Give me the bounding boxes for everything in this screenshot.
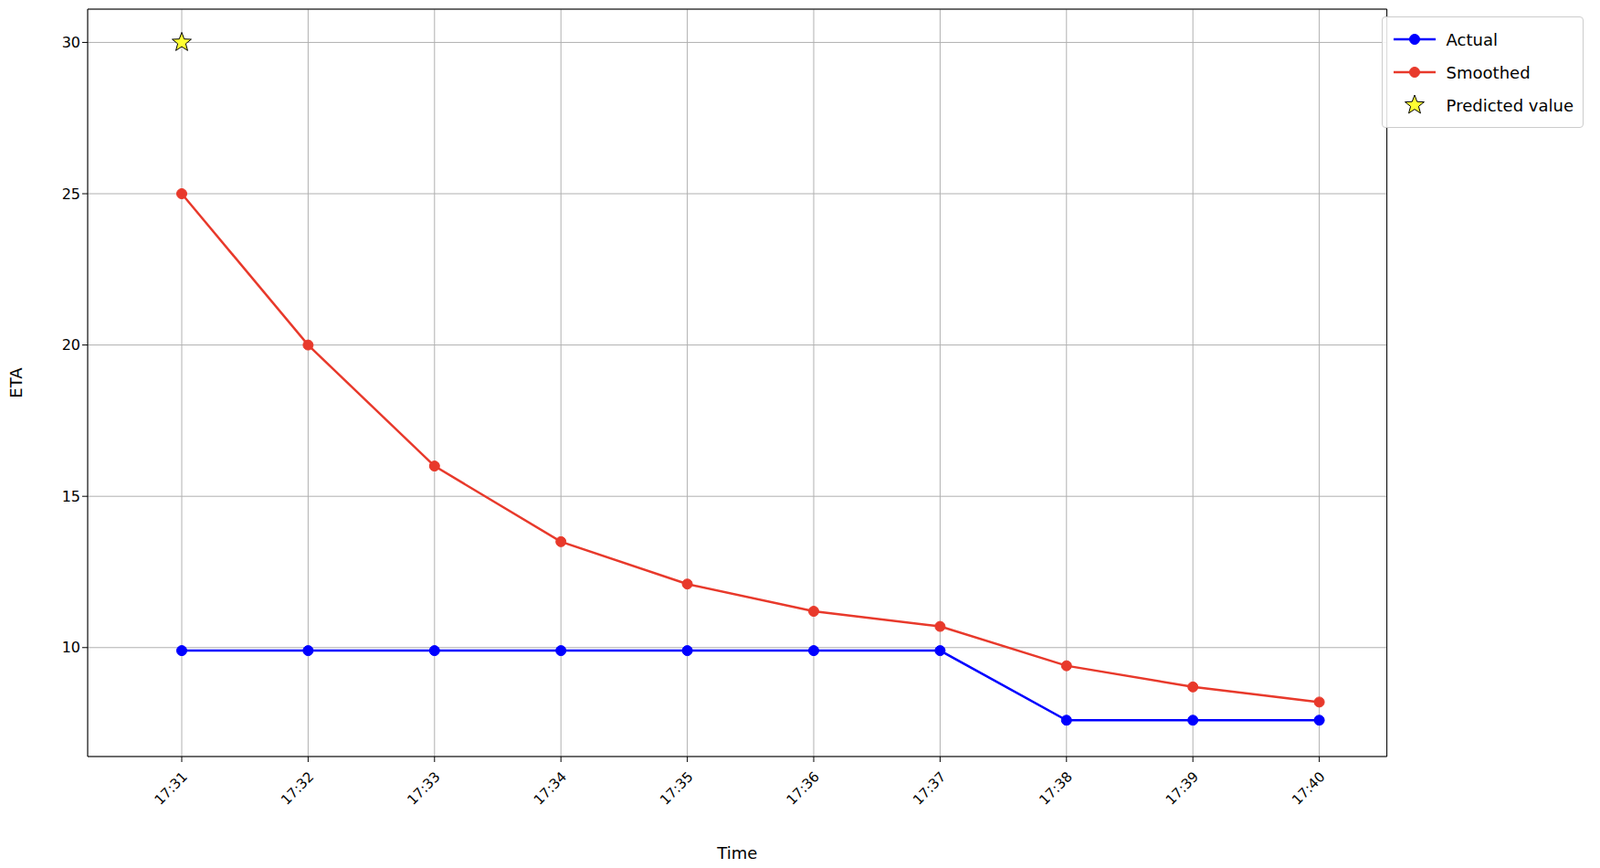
svg-text:17:39: 17:39	[1162, 768, 1202, 808]
svg-text:30: 30	[62, 33, 81, 52]
html-text:Actual: Actual	[1446, 29, 1498, 49]
html-text:Smoothed: Smoothed	[1446, 62, 1531, 82]
svg-text:25: 25	[62, 185, 81, 203]
html-text:Predicted value: Predicted value	[1446, 95, 1574, 115]
svg-text:17:34: 17:34	[530, 768, 570, 808]
svg-text:17:35: 17:35	[656, 768, 696, 808]
svg-text:17:32: 17:32	[277, 768, 317, 808]
svg-text:17:37: 17:37	[909, 768, 949, 808]
svg-text:17:40: 17:40	[1288, 768, 1328, 808]
svg-text:10: 10	[62, 638, 81, 656]
svg-text:Time: Time	[715, 842, 758, 861]
svg-text:17:33: 17:33	[403, 768, 443, 808]
svg-text:ETA: ETA	[7, 367, 26, 399]
svg-text:20: 20	[62, 336, 81, 354]
svg-text:17:36: 17:36	[783, 768, 823, 808]
svg-text:17:38: 17:38	[1035, 768, 1075, 808]
svg-text:17:31: 17:31	[151, 768, 191, 808]
svg-text:15: 15	[62, 487, 81, 506]
